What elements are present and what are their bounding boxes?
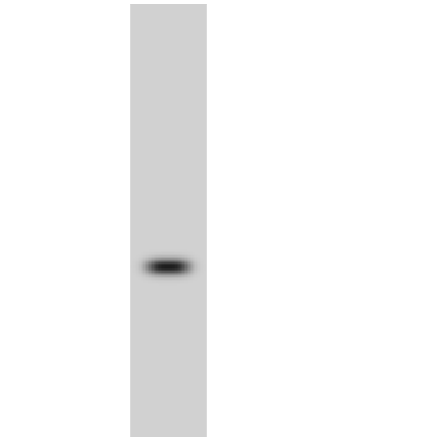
Text: 48-: 48-: [94, 209, 121, 227]
Text: (kD): (kD): [75, 16, 108, 31]
Text: 34-: 34-: [94, 277, 121, 295]
Text: TAS2R10: TAS2R10: [237, 257, 337, 277]
Text: 26-: 26-: [94, 331, 121, 349]
Text: 19-: 19-: [94, 393, 121, 411]
Text: 85-: 85-: [94, 95, 121, 113]
Text: 117-: 117-: [83, 31, 121, 49]
Bar: [129, 4, 207, 437]
